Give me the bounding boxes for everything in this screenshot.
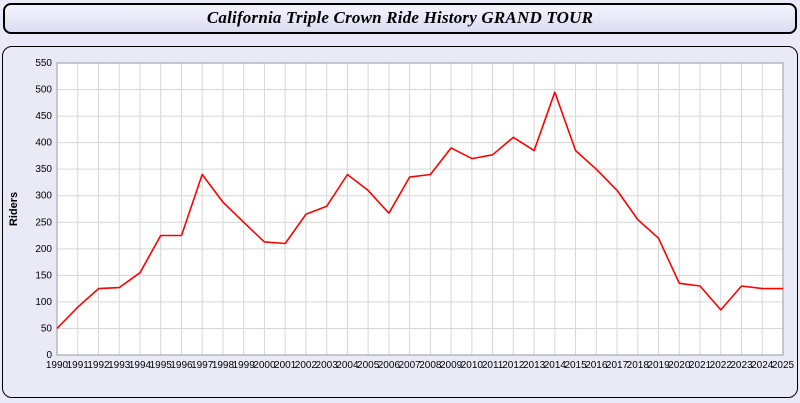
x-tick-label: 2008	[419, 360, 442, 371]
x-tick-label: 2015	[564, 360, 587, 371]
page-title: California Triple Crown Ride History GRA…	[206, 8, 594, 27]
plot-area	[57, 63, 783, 355]
y-tick-label: 550	[35, 58, 52, 69]
y-tick-label: 100	[35, 297, 52, 308]
x-tick-label: 1999	[233, 360, 256, 371]
y-tick-label: 50	[41, 323, 53, 334]
y-tick-label: 300	[35, 191, 52, 202]
chart-container: 0 50 100 150 200 250 300 350 400 450 500 550 1990 199…	[2, 46, 798, 398]
y-tick-label: 150	[35, 270, 52, 281]
chart-title-bar: California Triple Crown Ride History GRA…	[3, 3, 797, 34]
x-tick-label: 2016	[585, 360, 608, 371]
x-tick-label: 2020	[668, 360, 691, 371]
riders-line-series	[56, 91, 783, 330]
x-tick-label: 1997	[191, 360, 214, 371]
x-tick-label: 2000	[253, 360, 276, 371]
x-tick-label: 2023	[730, 360, 753, 371]
x-tick-label: 2018	[627, 360, 650, 371]
x-tick-label: 1993	[108, 360, 131, 371]
x-tick-label: 2014	[544, 360, 567, 371]
x-tick-label: 2017	[606, 360, 629, 371]
y-tick-label: 400	[35, 138, 52, 149]
x-tick-label: 2007	[399, 360, 422, 371]
x-tick-label: 2005	[357, 360, 380, 371]
y-tick-label: 450	[35, 111, 52, 122]
x-tick-label: 2012	[502, 360, 525, 371]
x-tick-label: 2019	[647, 360, 670, 371]
x-tick-label: 2011	[482, 360, 504, 371]
x-tick-label: 2001	[274, 360, 297, 371]
y-tick-label: 500	[35, 85, 52, 96]
x-tick-label: 2010	[461, 360, 484, 371]
x-tick-label: 2013	[523, 360, 546, 371]
x-tick-label: 1994	[129, 360, 152, 371]
x-tick-label: 2025	[772, 360, 795, 371]
x-tick-label: 2006	[378, 360, 401, 371]
x-tick-label: 2004	[336, 360, 359, 371]
x-tick-label: 2022	[710, 360, 733, 371]
plot-border	[56, 62, 784, 356]
x-tick-label: 1991	[67, 360, 90, 371]
x-tick-label: 1998	[212, 360, 235, 371]
x-tick-label: 2003	[316, 360, 339, 371]
x-tick-label: 2002	[295, 360, 318, 371]
y-tick-label: 250	[35, 217, 52, 228]
x-tick-label: 2021	[689, 360, 712, 371]
y-tick-label: 350	[35, 164, 52, 175]
x-tick-label: 2024	[751, 360, 774, 371]
y-tick-label: 200	[35, 244, 52, 255]
y-tick-label: 0	[46, 350, 52, 361]
x-tick-label: 1995	[150, 360, 173, 371]
y-axis-label: Riders	[8, 192, 20, 226]
x-tick-label: 1996	[170, 360, 193, 371]
chart-svg: 0501001502002503003504004505005501990199…	[8, 58, 795, 371]
x-tick-label: 1990	[46, 360, 69, 371]
x-tick-label: 1992	[87, 360, 110, 371]
x-tick-label: 2009	[440, 360, 463, 371]
